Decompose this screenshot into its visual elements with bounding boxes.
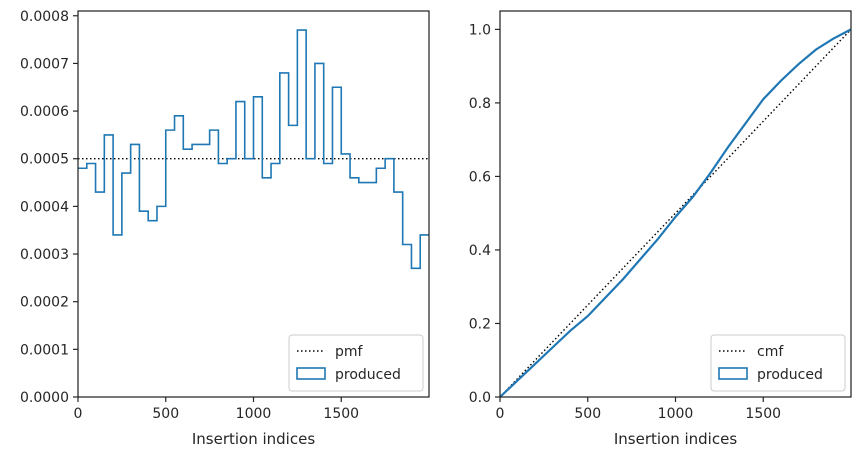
- pmf-y-tick-label: 0.0003: [20, 247, 69, 263]
- pmf-x-axis-label: Insertion indices: [192, 430, 315, 448]
- produced-histogram-step: [78, 29, 429, 270]
- pmf-x-tick-label: 0: [74, 406, 83, 422]
- pmf-legend-box: [288, 334, 424, 392]
- cmf-legend: cmf produced: [710, 334, 846, 392]
- cmf-legend-box: [710, 334, 846, 392]
- pmf-x-tick-label: 1500: [323, 406, 359, 422]
- cmf-legend-produced-swatch: [718, 367, 748, 380]
- cmf-panel: 0.0 0.2 0.4 0.6 0.8 1.0 0 500 1000 1500 Insertio…: [469, 10, 852, 448]
- pmf-legend: pmf produced: [288, 334, 424, 392]
- pmf-x-tick-label: 1000: [236, 406, 272, 422]
- cmf-legend-produced-label: produced: [757, 367, 823, 383]
- cmf-x-tick-label: 500: [574, 406, 601, 422]
- pmf-legend-produced-label: produced: [335, 367, 401, 383]
- pmf-y-ticks: 0.0000 0.0001 0.0002 0.0003 0.0004 0.0005 0.00…: [20, 9, 78, 406]
- pmf-y-tick-label: 0.0000: [20, 390, 69, 406]
- cmf-x-tick-label: 1000: [658, 406, 694, 422]
- cmf-y-tick-label: 0.0: [469, 390, 491, 406]
- cmf-x-ticks: 0 500 1000 1500: [496, 397, 781, 422]
- pmf-x-tick-label: 500: [152, 406, 179, 422]
- pmf-y-tick-label: 0.0005: [20, 152, 69, 168]
- pmf-plot-area: [78, 29, 429, 270]
- cmf-legend-reference-label: cmf: [757, 344, 784, 360]
- pmf-y-tick-label: 0.0007: [20, 56, 69, 72]
- pmf-y-tick-label: 0.0008: [20, 9, 69, 25]
- cmf-y-ticks: 0.0 0.2 0.4 0.6 0.8 1.0: [469, 22, 500, 406]
- pmf-y-tick-label: 0.0006: [20, 104, 69, 120]
- cmf-plot-area: [499, 28, 852, 398]
- pmf-legend-reference-label: pmf: [335, 344, 364, 360]
- pmf-y-tick-label: 0.0001: [20, 342, 69, 358]
- pmf-panel: 0.0000 0.0001 0.0002 0.0003 0.0004 0.0005 0.00…: [20, 9, 430, 448]
- cmf-x-tick-label: 0: [496, 406, 505, 422]
- cmf-reference-line: [499, 28, 852, 398]
- cmf-y-tick-label: 1.0: [469, 22, 491, 38]
- cmf-x-axis-label: Insertion indices: [614, 430, 737, 448]
- pmf-y-tick-label: 0.0004: [20, 199, 69, 215]
- cmf-y-tick-label: 0.8: [469, 96, 491, 112]
- cmf-x-tick-label: 1500: [745, 406, 781, 422]
- pmf-legend-produced-swatch: [296, 367, 326, 380]
- pmf-x-ticks: 0 500 1000 1500: [74, 397, 359, 422]
- cmf-y-tick-label: 0.6: [469, 169, 491, 185]
- cmf-y-tick-label: 0.2: [469, 316, 491, 332]
- produced-cumulative-line: [499, 28, 852, 398]
- cmf-y-tick-label: 0.4: [469, 243, 491, 259]
- pmf-y-tick-label: 0.0002: [20, 295, 69, 311]
